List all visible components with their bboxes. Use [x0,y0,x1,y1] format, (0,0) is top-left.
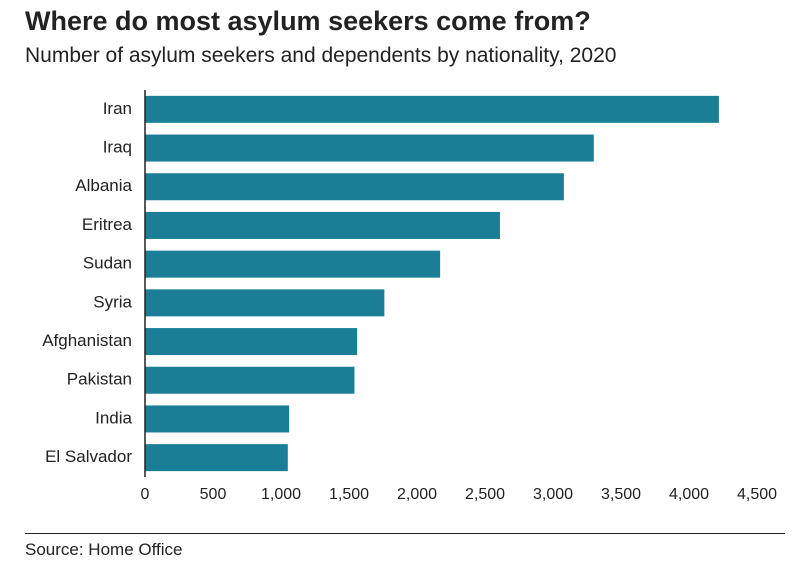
bar-el-salvador [145,444,288,472]
bar-india [145,405,290,433]
source-note: Source: Home Office [25,540,183,559]
category-label: India [95,408,132,427]
source-divider [25,533,785,534]
category-label: Sudan [83,254,132,273]
category-label: Albania [75,176,132,195]
category-label: Iran [103,99,132,118]
bars-group [145,95,719,472]
x-tick-label: 4,500 [737,486,777,503]
x-tick-label: 2,000 [397,486,437,503]
bar-eritrea [145,211,500,239]
bar-sudan [145,250,441,278]
category-label: Eritrea [82,215,133,234]
category-label: Afghanistan [42,331,132,350]
category-label: Iraq [103,138,132,157]
bar-pakistan [145,366,355,394]
category-label: Pakistan [67,370,132,389]
category-label: El Salvador [45,447,132,466]
category-labels-group: Iran Iraq Albania Eritrea Sudan Syria Afghanis… [42,99,132,466]
x-tick-label: 2,500 [465,486,505,503]
x-tick-label: 1,500 [329,486,369,503]
x-tick-label: 1,000 [261,486,301,503]
x-tick-label: 500 [200,486,227,503]
bar-albania [145,173,564,201]
category-label: Syria [93,292,132,311]
chart-subtitle: Number of asylum seekers and dependents … [25,44,617,67]
x-tick-label: 3,000 [533,486,573,503]
bar-afghanistan [145,328,358,356]
x-tick-label: 3,500 [601,486,641,503]
x-tick-label: 0 [141,486,150,503]
bar-iran [145,95,719,123]
chart-title: Where do most asylum seekers come from? [25,6,591,36]
x-tick-label: 4,000 [669,486,709,503]
bar-syria [145,289,385,317]
x-tick-labels-group: 0 500 1,000 1,500 2,000 2,500 3,000 3,500 4,000 4… [141,486,778,503]
bar-iraq [145,134,594,162]
